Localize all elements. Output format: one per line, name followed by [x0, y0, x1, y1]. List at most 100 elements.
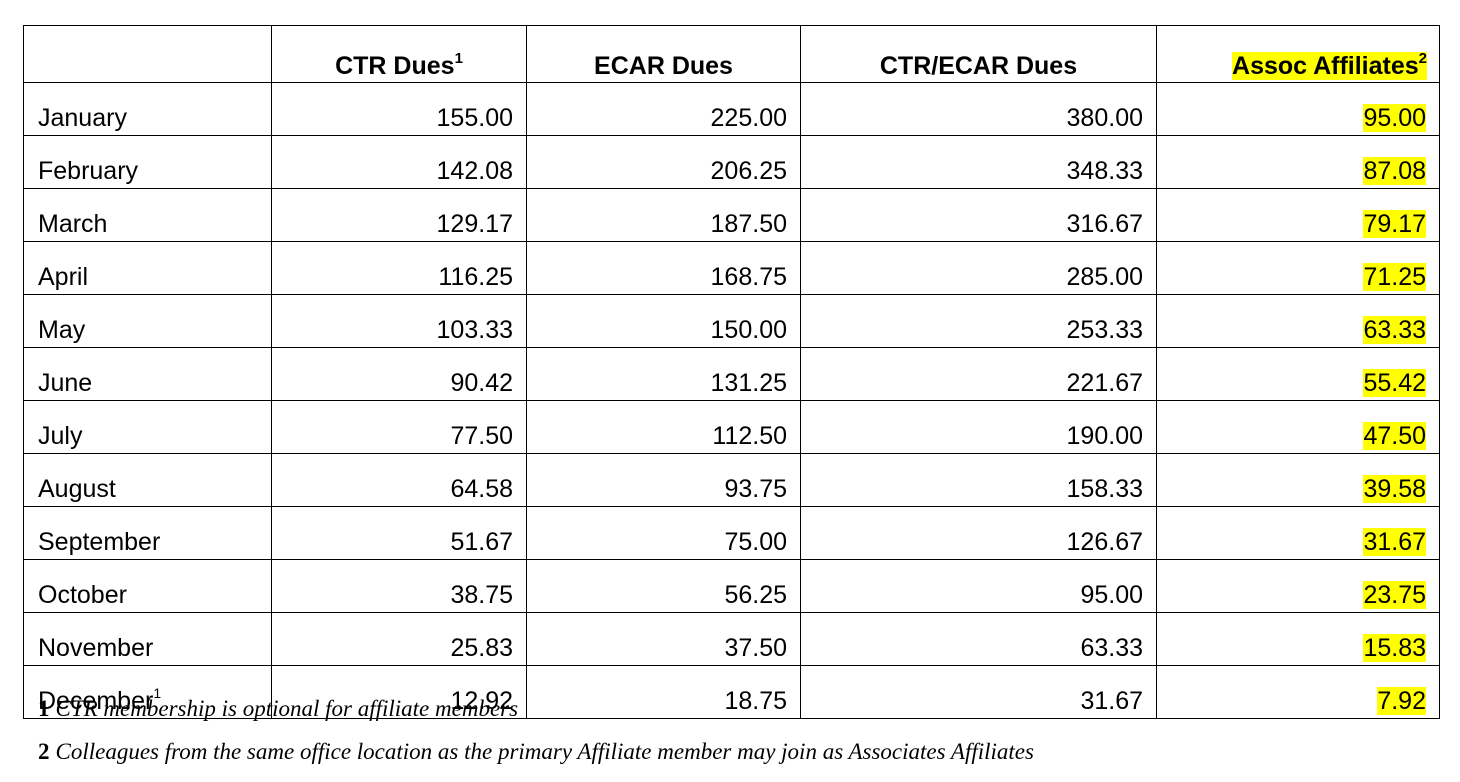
ctr-ecar-dues-cell: 31.67	[800, 665, 1157, 719]
header-ctr-ecar-dues: CTR/ECAR Dues	[800, 25, 1157, 83]
assoc-value-highlight: 95.00	[1363, 104, 1426, 132]
table-row: March 129.17 187.50 316.67 79.17	[23, 188, 1440, 242]
ctr-dues-cell: 51.67	[271, 506, 527, 560]
ecar-dues-cell: 131.25	[526, 347, 801, 401]
header-month	[23, 25, 272, 83]
month-cell: May	[23, 294, 272, 348]
assoc-affiliates-cell: 71.25	[1156, 241, 1440, 295]
month-label: April	[38, 263, 89, 291]
header-ctr-dues: CTR Dues1	[271, 25, 527, 83]
month-label: February	[38, 157, 139, 185]
header-assoc-label: Assoc Affiliates	[1232, 52, 1419, 80]
month-label: November	[38, 634, 154, 662]
assoc-value-highlight: 47.50	[1363, 422, 1426, 450]
ctr-ecar-dues-cell: 380.00	[800, 82, 1157, 136]
assoc-value-highlight: 15.83	[1363, 634, 1426, 662]
ctr-ecar-dues-cell: 348.33	[800, 135, 1157, 189]
ctr-dues-cell: 12.92	[271, 665, 527, 719]
month-cell: September	[23, 506, 272, 560]
table-row: October 38.75 56.25 95.00 23.75	[23, 559, 1440, 613]
assoc-value-highlight: 31.67	[1363, 528, 1426, 556]
month-label: October	[38, 581, 127, 609]
ecar-dues-cell: 168.75	[526, 241, 801, 295]
assoc-affiliates-cell: 7.92	[1156, 665, 1440, 719]
table-body: January 155.00 225.00 380.00 95.00 Febru…	[23, 82, 1440, 719]
ecar-dues-cell: 56.25	[526, 559, 801, 613]
ctr-ecar-dues-cell: 316.67	[800, 188, 1157, 242]
assoc-affiliates-cell: 23.75	[1156, 559, 1440, 613]
footnote-1-text: CTR membership is optional for affiliate…	[55, 696, 519, 721]
month-label: July	[38, 422, 83, 450]
assoc-affiliates-cell: 47.50	[1156, 400, 1440, 454]
month-label: January	[38, 104, 127, 132]
ctr-dues-cell: 90.42	[271, 347, 527, 401]
ctr-dues-cell: 129.17	[271, 188, 527, 242]
assoc-value-highlight: 55.42	[1363, 369, 1426, 397]
table-row: January 155.00 225.00 380.00 95.00	[23, 82, 1440, 136]
ctr-ecar-dues-cell: 221.67	[800, 347, 1157, 401]
ecar-dues-cell: 93.75	[526, 453, 801, 507]
assoc-affiliates-cell: 55.42	[1156, 347, 1440, 401]
assoc-value-highlight: 79.17	[1363, 210, 1426, 238]
footnote-2: 2 Colleagues from the same office locatio…	[38, 739, 1034, 765]
table-row: April 116.25 168.75 285.00 71.25	[23, 241, 1440, 295]
assoc-value-highlight: 7.92	[1377, 687, 1426, 715]
footnote-1: 1 CTR membership is optional for affiliat…	[38, 696, 518, 722]
assoc-affiliates-cell: 95.00	[1156, 82, 1440, 136]
footnote-1-number: 1	[38, 696, 50, 721]
ecar-dues-cell: 75.00	[526, 506, 801, 560]
assoc-affiliates-cell: 79.17	[1156, 188, 1440, 242]
ecar-dues-cell: 18.75	[526, 665, 801, 719]
assoc-affiliates-cell: 31.67	[1156, 506, 1440, 560]
month-label: September	[38, 528, 161, 556]
assoc-value-highlight: 87.08	[1363, 157, 1426, 185]
month-cell: February	[23, 135, 272, 189]
table-row: September 51.67 75.00 126.67 31.67	[23, 506, 1440, 560]
month-footnote-ref: 1	[153, 685, 162, 701]
month-cell: October	[23, 559, 272, 613]
ctr-dues-cell: 103.33	[271, 294, 527, 348]
ctr-dues-cell: 25.83	[271, 612, 527, 666]
table-row: November 25.83 37.50 63.33 15.83	[23, 612, 1440, 666]
ctr-ecar-dues-cell: 253.33	[800, 294, 1157, 348]
ctr-dues-cell: 64.58	[271, 453, 527, 507]
table-row: February 142.08 206.25 348.33 87.08	[23, 135, 1440, 189]
ctr-dues-cell: 38.75	[271, 559, 527, 613]
ctr-dues-cell: 116.25	[271, 241, 527, 295]
table-row: August 64.58 93.75 158.33 39.58	[23, 453, 1440, 507]
month-cell: August	[23, 453, 272, 507]
ctr-ecar-dues-cell: 63.33	[800, 612, 1157, 666]
assoc-affiliates-cell: 15.83	[1156, 612, 1440, 666]
ctr-dues-cell: 155.00	[271, 82, 527, 136]
ctr-ecar-dues-cell: 158.33	[800, 453, 1157, 507]
month-label: August	[38, 475, 116, 503]
ecar-dues-cell: 37.50	[526, 612, 801, 666]
month-cell: March	[23, 188, 272, 242]
table-row: December1 12.92 18.75 31.67 7.92	[23, 665, 1440, 719]
dues-table: CTR Dues1 ECAR Dues CTR/ECAR Dues Assoc …	[23, 25, 1440, 719]
ecar-dues-cell: 225.00	[526, 82, 801, 136]
footnote-ref-1: 1	[454, 50, 463, 67]
footnote-2-number: 2	[38, 739, 50, 764]
footnote-2-text: Colleagues from the same office location…	[55, 739, 1034, 764]
footnote-ref-2: 2	[1418, 50, 1427, 67]
month-cell: June	[23, 347, 272, 401]
month-cell: April	[23, 241, 272, 295]
ctr-ecar-dues-cell: 95.00	[800, 559, 1157, 613]
month-cell: December1	[23, 665, 272, 719]
month-cell: July	[23, 400, 272, 454]
ecar-dues-cell: 187.50	[526, 188, 801, 242]
table-row: May 103.33 150.00 253.33 63.33	[23, 294, 1440, 348]
table-row: July 77.50 112.50 190.00 47.50	[23, 400, 1440, 454]
header-assoc-affiliates: Assoc Affiliates2	[1156, 25, 1440, 83]
header-assoc-highlight: Assoc Affiliates2	[1232, 50, 1427, 80]
month-label: March	[38, 210, 108, 238]
ecar-dues-cell: 112.50	[526, 400, 801, 454]
ctr-ecar-dues-cell: 126.67	[800, 506, 1157, 560]
table-row: June 90.42 131.25 221.67 55.42	[23, 347, 1440, 401]
ctr-ecar-dues-cell: 190.00	[800, 400, 1157, 454]
ctr-dues-cell: 142.08	[271, 135, 527, 189]
ctr-dues-cell: 77.50	[271, 400, 527, 454]
ecar-dues-cell: 150.00	[526, 294, 801, 348]
assoc-value-highlight: 71.25	[1363, 263, 1426, 291]
